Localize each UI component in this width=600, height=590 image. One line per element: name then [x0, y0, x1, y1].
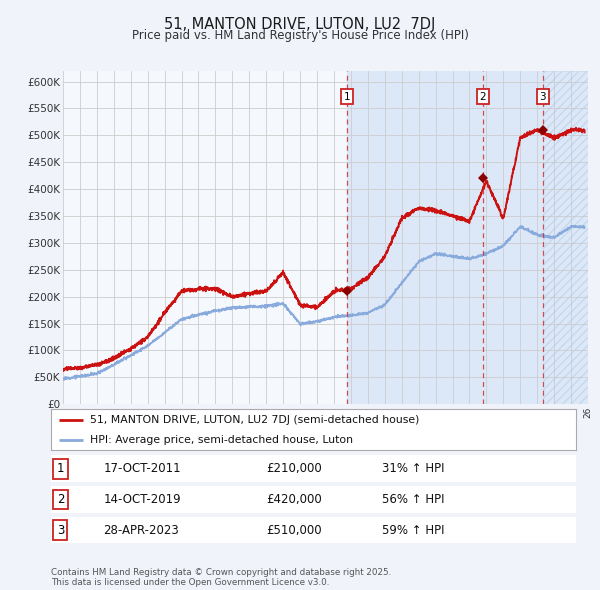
Text: 51, MANTON DRIVE, LUTON, LU2 7DJ (semi-detached house): 51, MANTON DRIVE, LUTON, LU2 7DJ (semi-d… [91, 415, 420, 425]
Text: 51, MANTON DRIVE, LUTON, LU2  7DJ: 51, MANTON DRIVE, LUTON, LU2 7DJ [164, 17, 436, 31]
Text: 1: 1 [57, 462, 64, 476]
Text: Price paid vs. HM Land Registry's House Price Index (HPI): Price paid vs. HM Land Registry's House … [131, 30, 469, 42]
Text: 56% ↑ HPI: 56% ↑ HPI [382, 493, 444, 506]
Text: 3: 3 [57, 523, 64, 537]
Text: 3: 3 [539, 91, 546, 101]
Text: 17-OCT-2011: 17-OCT-2011 [104, 462, 181, 476]
Text: 2: 2 [479, 91, 486, 101]
Bar [542, 71, 588, 404]
Text: 1: 1 [344, 91, 350, 101]
Text: 28-APR-2023: 28-APR-2023 [104, 523, 179, 537]
Text: 2: 2 [57, 493, 64, 506]
Text: £510,000: £510,000 [266, 523, 322, 537]
Text: Contains HM Land Registry data © Crown copyright and database right 2025.
This d: Contains HM Land Registry data © Crown c… [51, 568, 391, 587]
Text: £420,000: £420,000 [266, 493, 322, 506]
Text: £210,000: £210,000 [266, 462, 322, 476]
Text: 14-OCT-2019: 14-OCT-2019 [104, 493, 181, 506]
Text: 59% ↑ HPI: 59% ↑ HPI [382, 523, 444, 537]
Bar [542, 71, 588, 404]
Bar [347, 71, 542, 404]
Text: HPI: Average price, semi-detached house, Luton: HPI: Average price, semi-detached house,… [91, 435, 353, 445]
Text: 31% ↑ HPI: 31% ↑ HPI [382, 462, 444, 476]
